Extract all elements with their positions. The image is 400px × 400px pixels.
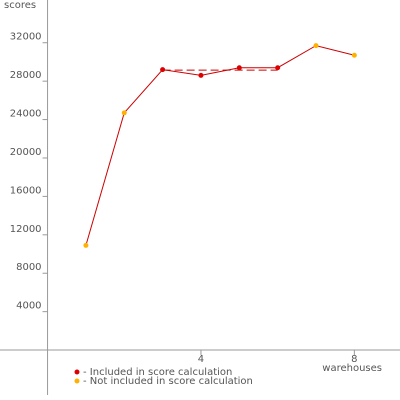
data-point (198, 72, 204, 78)
series-line (85, 45, 355, 246)
legend-label: - Not included in score calculation (83, 376, 253, 387)
data-point (160, 67, 166, 73)
y-tick-label: 4000 (16, 301, 41, 312)
y-tick-label: 20000 (10, 147, 42, 158)
data-point (121, 110, 127, 116)
legend-marker (74, 369, 80, 375)
y-axis-label: scores (4, 0, 36, 11)
x-tick-label: 8 (351, 354, 357, 365)
legend-marker (74, 378, 80, 384)
data-point (351, 52, 357, 58)
x-axis-label: warehouses (322, 363, 382, 374)
y-tick-label: 12000 (10, 224, 42, 235)
legend-label: - Included in score calculation (83, 367, 232, 378)
y-tick-label: 16000 (10, 185, 42, 196)
data-point (275, 65, 281, 71)
y-tick-label: 24000 (10, 109, 42, 120)
data-point (313, 43, 319, 49)
y-tick-label: 32000 (10, 32, 42, 43)
x-tick-label: 4 (198, 354, 204, 365)
data-point (83, 242, 89, 248)
data-point (236, 65, 242, 71)
y-tick-label: 8000 (16, 262, 41, 273)
y-tick-label: 28000 (10, 70, 42, 81)
